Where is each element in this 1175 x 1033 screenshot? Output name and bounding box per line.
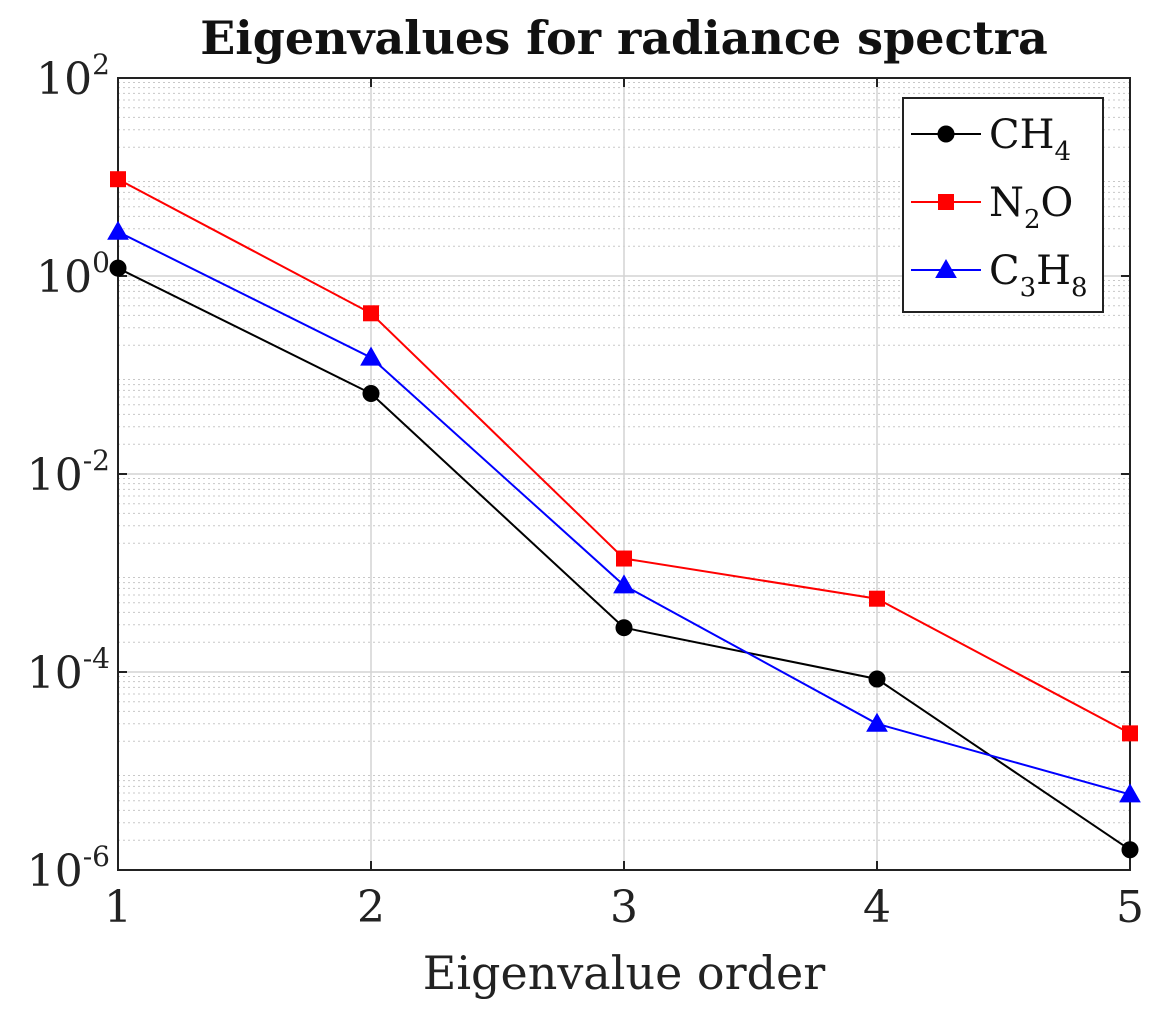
- data-point-c3h8: [866, 712, 888, 732]
- data-point-n2o: [616, 550, 632, 567]
- data-point-ch4: [615, 619, 633, 637]
- y-tick-base: 10: [36, 54, 92, 105]
- legend-label-main: C: [989, 248, 1020, 294]
- data-point-ch4: [1121, 841, 1139, 859]
- data-point-c3h8: [107, 220, 129, 240]
- x-tick-label: 5: [1116, 882, 1144, 933]
- data-point-c3h8: [360, 346, 382, 366]
- legend-item-ch4: CH4: [911, 112, 1071, 167]
- data-point-c3h8: [1119, 783, 1141, 803]
- y-tick-exponent: -6: [83, 840, 110, 873]
- legend-label: N2O: [989, 180, 1073, 235]
- y-tick-exponent: 0: [92, 246, 110, 279]
- x-tick-label: 1: [104, 882, 132, 933]
- y-tick-base: 10: [27, 450, 83, 501]
- data-point-ch4: [362, 385, 380, 403]
- legend-marker: [937, 125, 955, 143]
- legend-label-subscript: 4: [1055, 137, 1072, 167]
- data-point-n2o: [110, 171, 126, 188]
- x-tick-label: 4: [863, 882, 891, 933]
- legend-item-c3h8: C3H8: [911, 248, 1088, 303]
- y-tick-label: 102: [36, 48, 110, 105]
- legend-label-subscript: 8: [1071, 273, 1088, 303]
- legend-label: CH4: [989, 112, 1071, 167]
- data-point-n2o: [363, 305, 379, 322]
- x-tick-label: 2: [357, 882, 385, 933]
- y-tick-label: 10-2: [27, 444, 110, 501]
- y-tick-base: 10: [36, 252, 92, 303]
- data-point-n2o: [869, 590, 885, 607]
- data-point-ch4: [109, 259, 127, 277]
- x-axis-label: Eigenvalue order: [423, 946, 826, 1000]
- y-tick-exponent: -2: [83, 444, 110, 477]
- legend-label-subscript: 3: [1020, 273, 1037, 303]
- x-tick-label: 3: [610, 882, 638, 933]
- y-tick-exponent: -4: [83, 642, 110, 675]
- y-tick-base: 10: [27, 648, 83, 699]
- legend-item-n2o: N2O: [911, 180, 1073, 235]
- y-tick-label: 10-6: [27, 840, 110, 897]
- legend-label-after: O: [1041, 180, 1074, 226]
- data-point-n2o: [1122, 725, 1138, 742]
- chart-title: Eigenvalues for radiance spectra: [200, 11, 1048, 65]
- y-tick-exponent: 2: [92, 48, 110, 81]
- legend-label-main: CH: [989, 112, 1055, 158]
- data-point-ch4: [868, 670, 886, 688]
- y-tick-base: 10: [27, 846, 83, 897]
- y-tick-label: 10-4: [27, 642, 110, 699]
- y-tick-label: 100: [36, 246, 110, 303]
- legend-label: C3H8: [989, 248, 1088, 303]
- data-point-c3h8: [613, 574, 635, 594]
- legend-marker: [938, 194, 954, 210]
- legend-marker: [935, 258, 957, 278]
- legend-label-main: N: [989, 180, 1024, 226]
- legend-label-after: H: [1036, 248, 1071, 294]
- legend-label-subscript: 2: [1024, 205, 1041, 235]
